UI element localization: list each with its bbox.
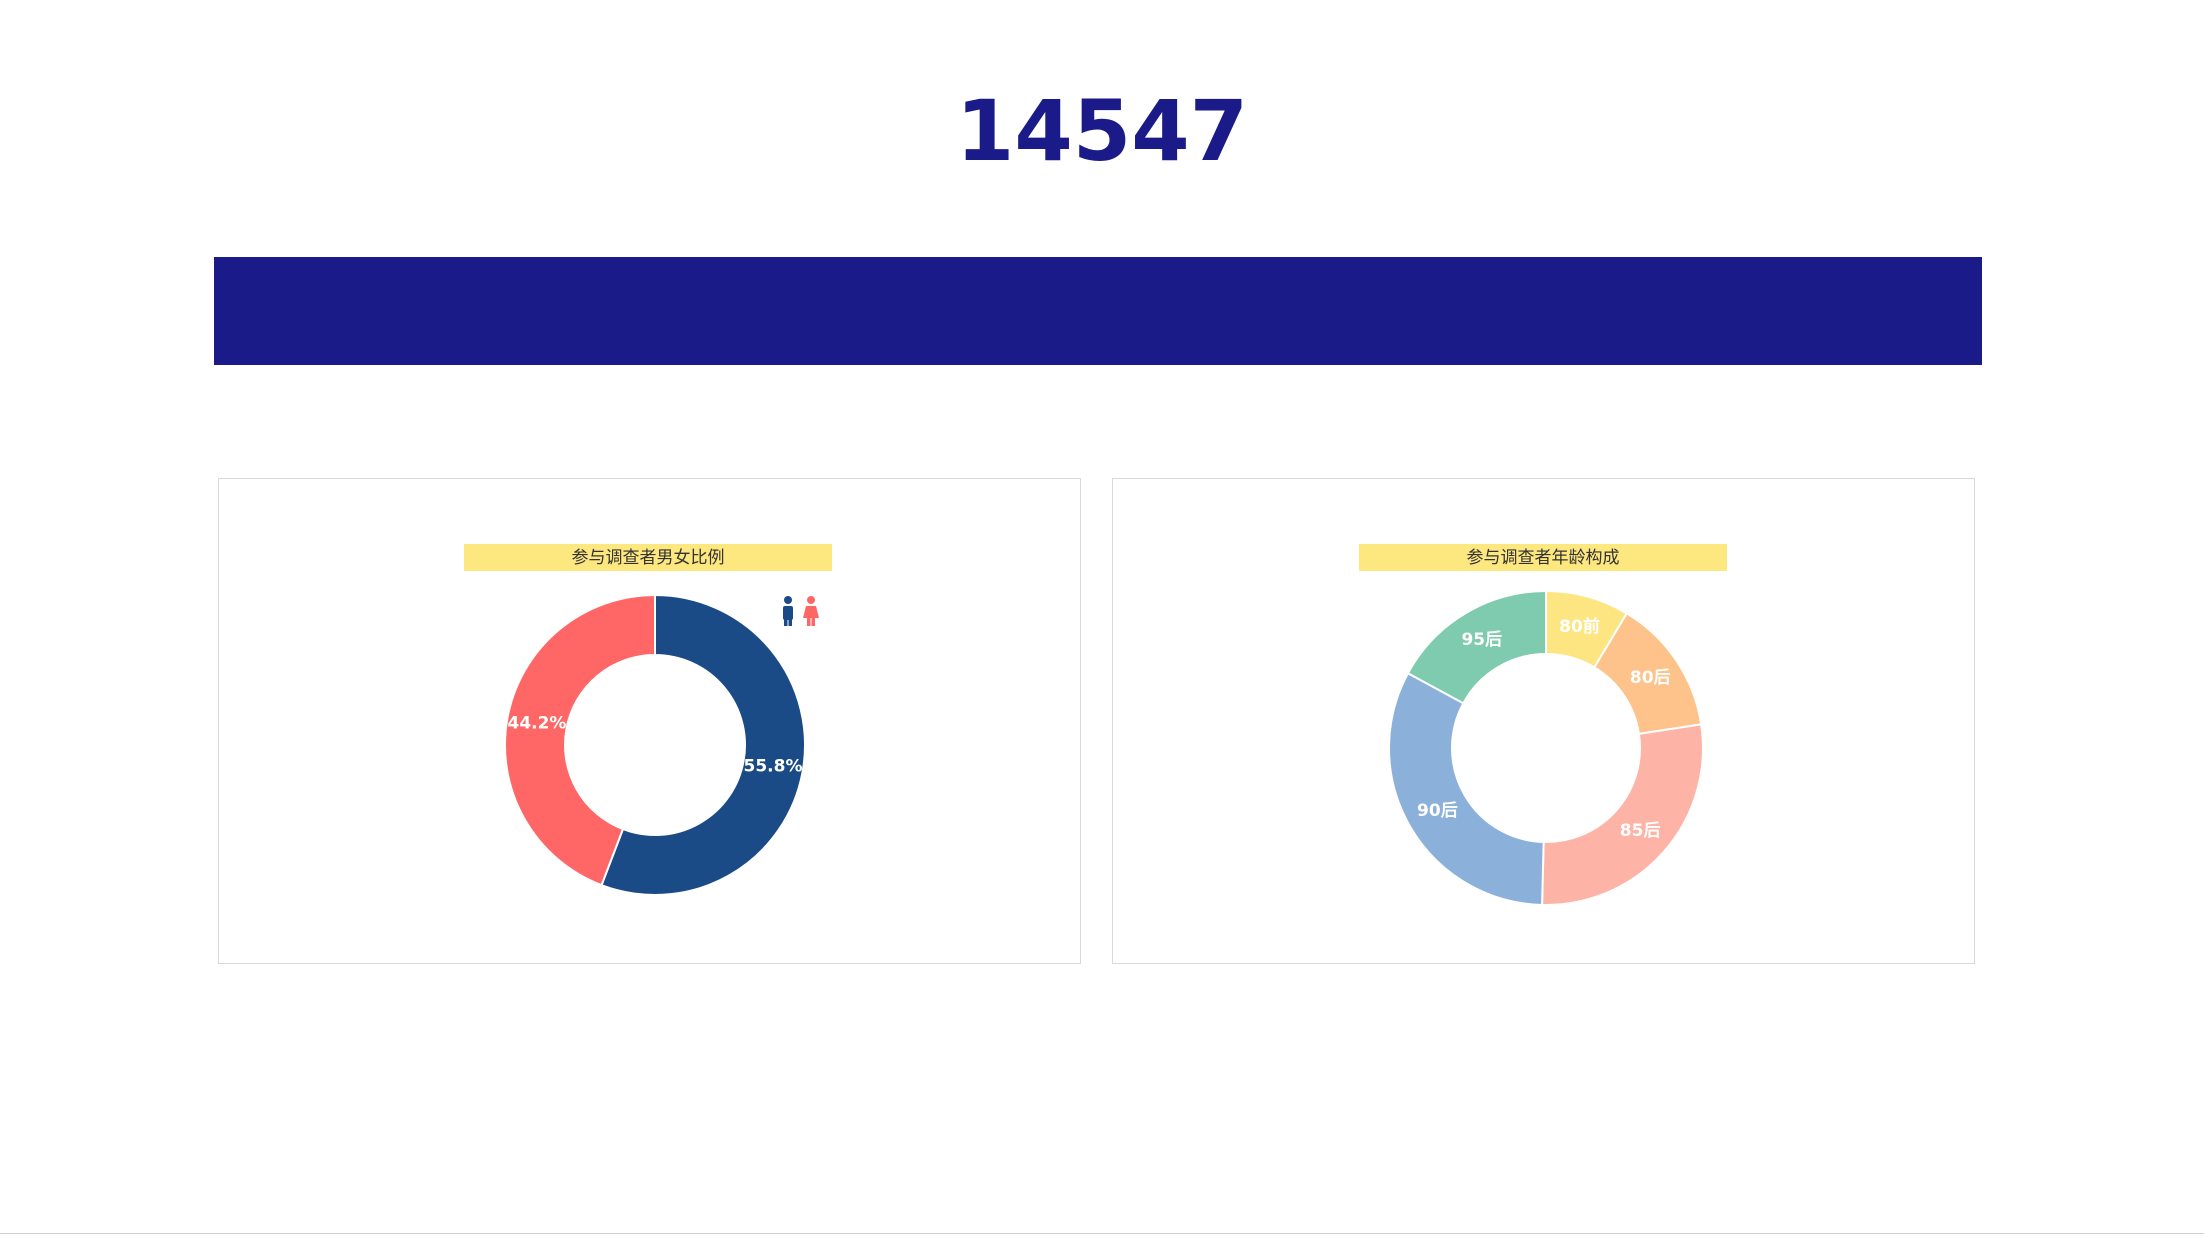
slice-label: 90后 — [1417, 801, 1458, 821]
slice — [1406, 589, 1547, 705]
female-icon — [803, 596, 819, 626]
slice — [1541, 723, 1704, 906]
male-icon — [783, 596, 793, 626]
slice-label: 80后 — [1630, 668, 1671, 688]
chart-title: 参与调查者年龄构成 — [1467, 548, 1620, 568]
panel — [218, 478, 1081, 964]
slice — [504, 593, 656, 887]
chart-title: 参与调查者男女比例 — [572, 548, 725, 568]
banner — [214, 257, 1982, 365]
slice-label: 80前 — [1559, 616, 1600, 637]
value-label: 44.2% — [507, 713, 566, 733]
slice — [1388, 671, 1545, 906]
divider — [0, 1233, 2204, 1234]
slice — [600, 593, 806, 896]
big-number: 14547 — [955, 82, 1249, 180]
chart-title-bar — [1359, 544, 1727, 571]
value-label: 55.8% — [744, 757, 803, 777]
chart-title-bar — [464, 544, 832, 571]
panel — [1112, 478, 1975, 964]
slice-label: 85后 — [1620, 821, 1661, 841]
slice-label: 95后 — [1461, 630, 1502, 650]
